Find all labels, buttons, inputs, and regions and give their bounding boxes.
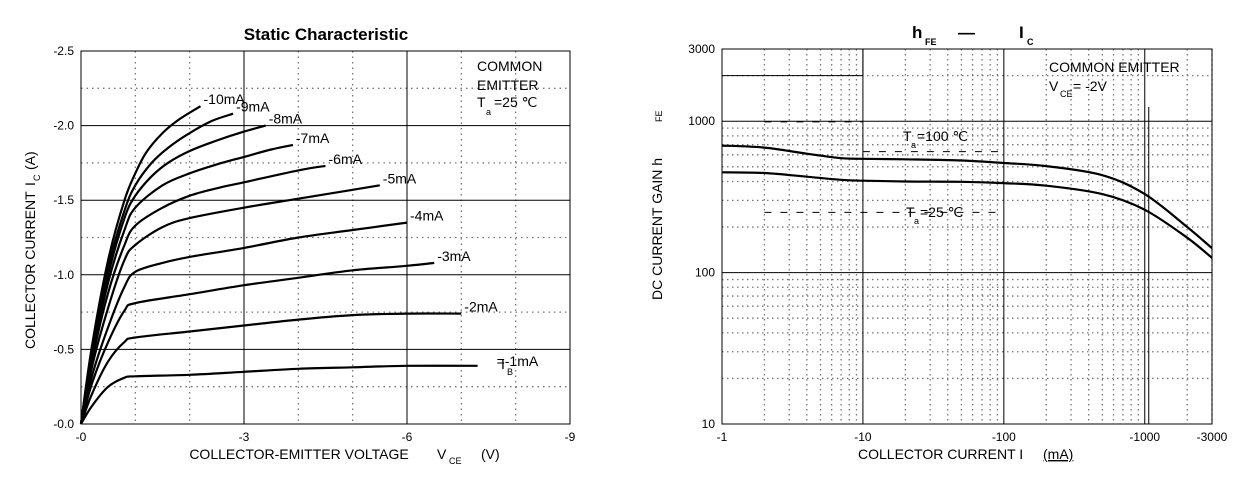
ib-curve-label: -6mA bbox=[329, 151, 363, 167]
right-annotation-vce-symbol: V bbox=[1049, 78, 1059, 94]
left-y-axis-label: COLLECTOR CURRENT bbox=[22, 191, 38, 349]
right-plot-frame bbox=[721, 48, 1213, 425]
ib-curve-label: -10mA bbox=[204, 91, 246, 107]
left-y-axis-label-group: COLLECTOR CURRENT I C (A) bbox=[22, 151, 42, 349]
right-title-symbol2: I bbox=[1019, 23, 1024, 42]
ib-label-symbol: I bbox=[501, 356, 505, 372]
left-chart-title: Static Characteristic bbox=[244, 25, 408, 44]
ib-curve-label: =-1mA bbox=[497, 353, 539, 369]
ib-curve-label: -7mA bbox=[296, 130, 330, 146]
right-y-axis-label: DC CURRENT GAIN h bbox=[649, 158, 665, 300]
right-x-tick-label: -1 bbox=[717, 430, 728, 444]
left-y-tick-label: -2.0 bbox=[53, 119, 74, 133]
ib-curve bbox=[79, 312, 462, 425]
ib-curve bbox=[79, 164, 326, 425]
ib-curve bbox=[80, 364, 478, 425]
ib-curve bbox=[79, 221, 408, 425]
left-annotation-line1: COMMON bbox=[477, 58, 542, 74]
ib-curve bbox=[79, 124, 266, 425]
ib-label-group: I B bbox=[501, 356, 513, 377]
left-x-axis-unit: (V) bbox=[481, 446, 500, 462]
left-x-tick-label: -6 bbox=[402, 430, 413, 444]
left-y-axis-symbol: I bbox=[22, 182, 38, 186]
left-annotation-temp-symbol: T bbox=[477, 94, 486, 110]
curve-label-100c-subscript: a bbox=[911, 140, 916, 150]
left-x-tick-label: -9 bbox=[565, 430, 576, 444]
curve-label-25c-value: =25 ℃ bbox=[920, 204, 963, 220]
left-y-axis-subscript: C bbox=[32, 174, 42, 181]
curve-label-100c-value: =100 ℃ bbox=[917, 128, 968, 144]
ib-curve bbox=[79, 261, 435, 425]
ib-curve-label: -9mA bbox=[236, 99, 270, 115]
curve-label-25c-subscript: a bbox=[914, 216, 919, 226]
left-plot-frame bbox=[80, 50, 571, 425]
ib-curve-label: -2mA bbox=[464, 299, 498, 315]
left-y-tick-label: -0.0 bbox=[53, 417, 74, 431]
right-y-tick-label: 100 bbox=[695, 266, 715, 280]
right-title-symbol1: h bbox=[912, 23, 922, 42]
left-y-tick-label: -1.5 bbox=[53, 193, 74, 207]
ib-curve-label: -5mA bbox=[383, 170, 417, 186]
right-annotation-vce-subscript: CE bbox=[1060, 89, 1073, 99]
right-title-subscript2: C bbox=[1027, 37, 1034, 47]
right-y-tick-label: 3000 bbox=[688, 42, 715, 56]
right-curves bbox=[721, 144, 1213, 259]
left-y-tick-label: -1.0 bbox=[53, 268, 74, 282]
curve-label-100c-symbol: T bbox=[903, 128, 912, 144]
left-x-tick-label: -3 bbox=[239, 430, 250, 444]
curve-label-25c: T a =25 ℃ bbox=[906, 204, 963, 226]
right-y-axis-label-group: DC CURRENT GAIN h FE bbox=[649, 110, 665, 300]
right-grid bbox=[722, 49, 1213, 424]
right-y-tick-label: 10 bbox=[702, 417, 716, 431]
hfe-curve bbox=[721, 144, 1213, 250]
left-x-axis-subscript: CE bbox=[449, 456, 462, 466]
right-title-subscript1: FE bbox=[925, 37, 937, 47]
right-title-dash: — bbox=[958, 23, 975, 42]
left-annotation-line2: EMITTER bbox=[477, 77, 538, 93]
right-tick-labels: -1 -10 -100 -1000 -3000 10 100 1000 3000 bbox=[688, 42, 1227, 444]
left-annotation-temp-subscript: a bbox=[486, 107, 491, 117]
left-x-tick-label: -0 bbox=[76, 430, 87, 444]
ib-curve bbox=[79, 184, 380, 425]
ib-curve bbox=[79, 105, 202, 425]
right-x-tick-label: -10 bbox=[854, 430, 872, 444]
static-characteristic-chart: =-1mA -2mA -3mA -4mA -5mA -6mA -7mA -8mA-9mA-10… bbox=[22, 25, 576, 466]
right-x-tick-label: -1000 bbox=[1129, 430, 1160, 444]
right-grid-inset-box bbox=[722, 49, 864, 77]
right-x-axis-label: COLLECTOR CURRENT I bbox=[858, 446, 1023, 462]
ib-label-subscript: B bbox=[507, 367, 513, 377]
hfe-ic-chart: -1 -10 -100 -1000 -3000 10 100 1000 3000 h FE — … bbox=[649, 23, 1228, 462]
right-y-tick-label: 1000 bbox=[688, 114, 715, 128]
curve-label-25c-symbol: T bbox=[906, 204, 915, 220]
right-x-tick-label: -3000 bbox=[1197, 430, 1228, 444]
right-x-tick-label: -100 bbox=[992, 430, 1016, 444]
left-tick-labels: -0 -3 -6 -9 -0.0 -0.5 -1.0 -1.5 -2.0 -2.5 bbox=[53, 44, 575, 444]
left-x-axis-symbol: V bbox=[437, 446, 447, 462]
hfe-curve bbox=[721, 171, 1213, 259]
left-x-axis-label: COLLECTOR-EMITTER VOLTAGE bbox=[189, 446, 408, 462]
left-curves: =-1mA -2mA -3mA -4mA -5mA -6mA -7mA -8mA-9mA-10… bbox=[79, 91, 539, 425]
ib-curve-label: -4mA bbox=[410, 208, 444, 224]
left-annotation-temp-value: =25 ℃ bbox=[494, 94, 537, 110]
right-annotation: COMMON EMITTER V CE = -2V bbox=[1049, 59, 1180, 99]
right-annotation-vce-value: = -2V bbox=[1073, 78, 1108, 94]
ib-curve-label: -3mA bbox=[437, 248, 471, 264]
ib-curve bbox=[79, 143, 294, 425]
ib-curve-label: -8mA bbox=[269, 111, 303, 127]
right-y-axis-subscript: FE bbox=[654, 110, 664, 122]
left-y-axis-unit: (A) bbox=[22, 151, 38, 170]
right-chart-title: h FE — I C bbox=[912, 23, 1034, 47]
left-y-tick-label: -0.5 bbox=[53, 342, 74, 356]
left-annotation: COMMON EMITTER T a =25 ℃ bbox=[477, 58, 542, 117]
ib-curve bbox=[79, 112, 234, 425]
curve-label-100c: T a =100 ℃ bbox=[903, 128, 968, 150]
left-y-tick-label: -2.5 bbox=[53, 44, 74, 58]
right-x-axis-unit: (mA) bbox=[1043, 446, 1073, 462]
right-annotation-line1: COMMON EMITTER bbox=[1049, 59, 1180, 75]
